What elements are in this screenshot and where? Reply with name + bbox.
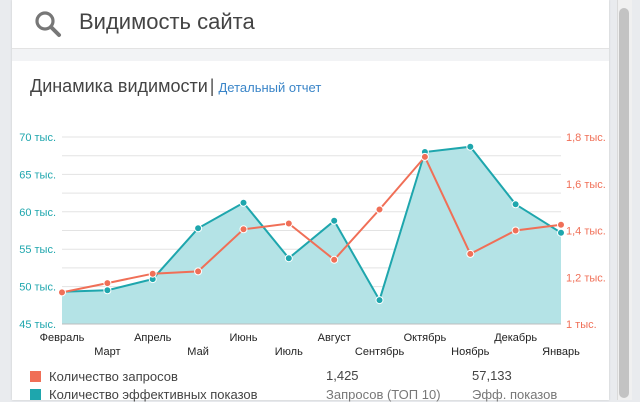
y-left-tick-label: 50 тыс.	[19, 282, 56, 294]
series-point-1	[557, 220, 565, 229]
series-point-1	[103, 279, 112, 288]
y-left-tick-label: 55 тыс.	[19, 244, 56, 256]
section-heading: Динамика видимости	[30, 76, 208, 96]
x-tick-label: Январь	[542, 346, 580, 358]
series-point-0	[239, 198, 248, 207]
series-point-0	[511, 200, 520, 209]
y-left-tick-label: 70 тыс.	[19, 132, 56, 144]
series-point-0	[194, 224, 203, 233]
section-gap	[12, 49, 609, 61]
stat-queries-label: Запросов (ТОП 10)	[326, 387, 441, 402]
x-tick-label: Май	[187, 346, 209, 358]
series-point-0	[466, 142, 475, 151]
series-point-1	[194, 267, 203, 276]
legend-swatch-impressions	[30, 389, 41, 400]
series-point-1	[330, 255, 339, 264]
section-title: Динамика видимости | Детальный отчет	[30, 76, 321, 97]
series-point-1	[420, 152, 429, 161]
scrollbar-thumb[interactable]	[619, 8, 629, 398]
y-right-tick-label: 1,4 тыс.	[566, 226, 606, 238]
x-tick-label: Февраль	[40, 332, 85, 344]
series-line-1	[61, 155, 562, 294]
stat-impressions-value: 57,133	[472, 368, 512, 383]
x-tick-label: Июнь	[229, 332, 257, 344]
series-point-0	[103, 286, 112, 295]
series-point-0	[375, 296, 384, 305]
series-point-1	[58, 288, 66, 297]
x-tick-label: Сентябрь	[355, 346, 405, 358]
series-point-0	[284, 254, 293, 263]
x-tick-label: Август	[318, 332, 351, 344]
panel-header: Видимость сайта	[12, 0, 609, 49]
y-right-tick-label: 1,2 тыс.	[566, 272, 606, 284]
y-right-tick-label: 1 тыс.	[566, 319, 597, 331]
series-point-1	[511, 226, 520, 235]
search-icon[interactable]	[34, 10, 62, 38]
y-left-tick-label: 60 тыс.	[19, 207, 56, 219]
legend-label-impressions: Количество эффективных показов	[49, 387, 258, 402]
y-right-tick-label: 1,6 тыс.	[566, 179, 606, 191]
detail-report-link[interactable]: Детальный отчет	[218, 80, 322, 95]
legend-label-queries: Количество запросов	[49, 369, 178, 384]
x-tick-label: Ноябрь	[451, 346, 489, 358]
series-point-0	[330, 216, 339, 225]
x-tick-label: Декабрь	[494, 332, 537, 344]
title-separator: |	[209, 76, 215, 96]
legend-item-impressions[interactable]: Количество эффективных показов	[30, 387, 258, 402]
legend-item-queries[interactable]: Количество запросов	[30, 369, 178, 384]
series-line-0	[61, 145, 562, 303]
series-point-1	[239, 225, 248, 234]
x-tick-label: Апрель	[134, 332, 172, 344]
series-point-1	[375, 205, 384, 214]
y-left-tick-label: 45 тыс.	[19, 319, 56, 331]
series-point-0	[557, 228, 565, 237]
series-point-1	[466, 249, 475, 258]
page-title: Видимость сайта	[79, 9, 255, 34]
x-tick-label: Июль	[275, 346, 303, 358]
x-tick-label: Октябрь	[404, 332, 447, 344]
stat-queries-value: 1,425	[326, 368, 359, 383]
y-right-tick-label: 1,8 тыс.	[566, 132, 606, 144]
legend-swatch-queries	[30, 371, 41, 382]
series-point-1	[284, 219, 293, 228]
x-tick-label: Март	[94, 346, 120, 358]
series-area-0	[62, 146, 561, 324]
y-left-tick-label: 65 тыс.	[19, 169, 56, 181]
stat-impressions-label: Эфф. показов	[472, 387, 558, 402]
series-point-1	[148, 269, 157, 278]
